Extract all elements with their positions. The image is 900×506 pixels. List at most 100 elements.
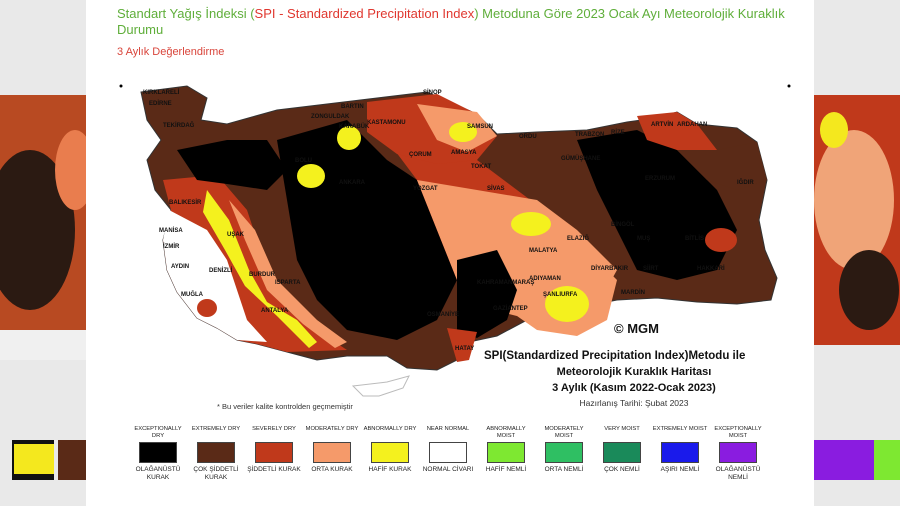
label-igdir: IĞDIR [737, 178, 754, 186]
legend-turkish-label: ORTA KURAK [311, 466, 353, 473]
label-isparta: ISPARTA [275, 280, 301, 286]
label-izmir: İZMİR [163, 243, 180, 250]
label-sanliurfa: ŞANLIURFA [543, 292, 578, 298]
label-corum: ÇORUM [409, 152, 432, 158]
label-denizli: DENİZLİ [209, 267, 233, 274]
legend-color-swatch [255, 442, 293, 463]
legend-turkish-label: OLAĞANÜSTÜ NEMLİ [715, 466, 761, 481]
label-malatya: MALATYA [529, 248, 558, 254]
legend-english-label: MODERATELY MOIST [544, 426, 584, 439]
label-edirne: EDİRNE [149, 100, 172, 107]
blurred-map-right [814, 0, 900, 506]
label-ankara: ANKARA [339, 180, 366, 186]
map-corner-dot [787, 84, 791, 88]
label-kirklareli: KIRKLARELİ [143, 89, 180, 96]
label-adiyaman: ADIYAMAN [529, 276, 561, 282]
label-elazig: ELAZIĞ [567, 234, 589, 242]
map-region-moderate-band [229, 200, 347, 348]
legend-item: MODERATELY DRY ORTA KURAK [303, 426, 361, 474]
label-hakkari: HAKKARİ [697, 265, 725, 272]
legend-turkish-label: OLAĞANÜSTÜ KURAK [135, 466, 181, 481]
legend-color-swatch [429, 442, 467, 463]
label-tokat: TOKAT [471, 164, 491, 170]
legend-item: ABNORMALLY DRY HAFİF KURAK [361, 426, 419, 474]
map-region-mugla-severe [197, 299, 217, 317]
label-kastamonu: KASTAMONU [367, 120, 406, 126]
label-osmaniye: OSMANİYE [427, 311, 459, 318]
legend-turkish-label: ÇOK ŞİDDETLİ KURAK [193, 466, 239, 481]
label-sinop: SİNOP [423, 89, 442, 96]
legend-turkish-label: HAFİF KURAK [368, 466, 412, 473]
legend-item: EXTREMELY DRY ÇOK ŞİDDETLİ KURAK [187, 426, 245, 482]
label-karabuk: KARABÜK [339, 123, 370, 130]
label-antalya: ANTALYA [261, 308, 289, 314]
label-samsun: SAMSUN [467, 124, 493, 130]
blurred-background-right [814, 0, 900, 506]
legend-turkish-label: NORMAL CİVARI [422, 466, 474, 473]
label-kahramanmaras: KAHRAMANMARAŞ [477, 280, 534, 286]
legend-english-label: EXCEPTIONALLY MOIST [714, 426, 762, 439]
legend-turkish-label: ORTA NEMLİ [544, 466, 584, 473]
label-mardin: MARDİN [621, 289, 645, 296]
label-mugla: MUĞLA [181, 290, 204, 298]
legend-color-swatch [603, 442, 641, 463]
legend-color-swatch [139, 442, 177, 463]
blurred-map-left [0, 0, 86, 506]
legend-english-label: ABNORMALLY DRY [363, 426, 417, 432]
label-manisa: MANİSA [159, 227, 183, 234]
quality-note: * Bu veriler kalite kontrolden geçmemişt… [217, 402, 353, 411]
legend-color-swatch [719, 442, 757, 463]
legend-color-swatch [661, 442, 699, 463]
legend-item: MODERATELY MOIST ORTA NEMLİ [535, 426, 593, 474]
map-corner-dot [119, 84, 123, 88]
legend-item: NEAR NORMAL NORMAL CİVARI [419, 426, 477, 474]
map-region-erzurum-dark [677, 142, 767, 190]
caption-line-2: Meteorolojik Kuraklık Haritası [556, 366, 712, 378]
map-region-northeast-severe [637, 112, 717, 150]
map-region-yellow-band [203, 190, 317, 348]
label-gumushane: GÜMÜŞHANE [561, 155, 600, 162]
label-gaziantep: GAZİANTEP [493, 305, 528, 312]
legend-english-label: NEAR NORMAL [426, 426, 470, 432]
legend-turkish-label: AŞIRI NEMLİ [660, 466, 700, 473]
label-mus: MUŞ [637, 236, 650, 242]
map-region-south-black [457, 250, 517, 338]
label-balikesir: BALIKESİR [169, 199, 202, 206]
turkey-spi-map: KIRKLARELİ EDİRNE TEKİRDAĞ BARTIN ZONGUL… [119, 84, 791, 397]
label-tekirdag: TEKİRDAĞ [163, 121, 195, 129]
legend-turkish-label: ÇOK NEMLİ [604, 466, 640, 473]
label-siirt: SİİRT [643, 265, 659, 272]
legend-english-label: EXTREMELY MOIST [652, 426, 708, 432]
map-legend: EXCEPTIONALLY DRY OLAĞANÜSTÜ KURAK EXTREME… [117, 426, 793, 504]
legend-english-label: ABNORMALLY MOIST [486, 426, 526, 439]
legend-color-swatch [545, 442, 583, 463]
legend-item: EXTREMELY MOIST AŞIRI NEMLİ [651, 426, 709, 474]
label-bitlis: BİTLİS [685, 235, 704, 242]
legend-item: EXCEPTIONALLY MOIST OLAĞANÜSTÜ NEMLİ [709, 426, 767, 482]
legend-item: EXCEPTIONALLY DRY OLAĞANÜSTÜ KURAK [129, 426, 187, 482]
label-aydin: AYDIN [171, 264, 189, 270]
legend-english-label: EXTREMELY DRY [191, 426, 241, 432]
label-bingol: BİNGÖL [611, 221, 635, 228]
caption-prepared-date: Hazırlanış Tarihi: Şubat 2023 [579, 398, 689, 408]
legend-item: SEVERELY DRY ŞİDDETLİ KURAK [245, 426, 303, 474]
legend-english-label: EXCEPTIONALLY DRY [134, 426, 182, 439]
label-amasya: AMASYA [451, 150, 477, 156]
legend-item: ABNORMALLY MOIST HAFİF NEMLİ [477, 426, 535, 474]
label-ardahan: ARDAHAN [677, 122, 707, 128]
legend-english-label: SEVERELY DRY [252, 426, 296, 432]
legend-color-swatch [313, 442, 351, 463]
legend-color-swatch [371, 442, 409, 463]
map-region-marmara-black [177, 140, 287, 190]
mgm-copyright: © MGM [614, 321, 659, 336]
map-region-malatya-yellow [511, 212, 551, 236]
caption-line-3: 3 Aylık (Kasım 2022-Ocak 2023) [552, 382, 716, 394]
label-trabzon: TRABZON [575, 132, 604, 138]
header: Standart Yağış İndeksi (SPI - Standardiz… [117, 6, 797, 58]
map-region-southwest [163, 210, 267, 342]
label-rize: RİZE [611, 129, 625, 136]
page-title: Standart Yağış İndeksi (SPI - Standardiz… [117, 6, 797, 38]
legend-color-swatch [487, 442, 525, 463]
page-subtitle: 3 Aylık Değerlendirme [117, 46, 225, 58]
caption-line-1: SPI(Standardized Precipitation Index)Met… [484, 350, 746, 362]
